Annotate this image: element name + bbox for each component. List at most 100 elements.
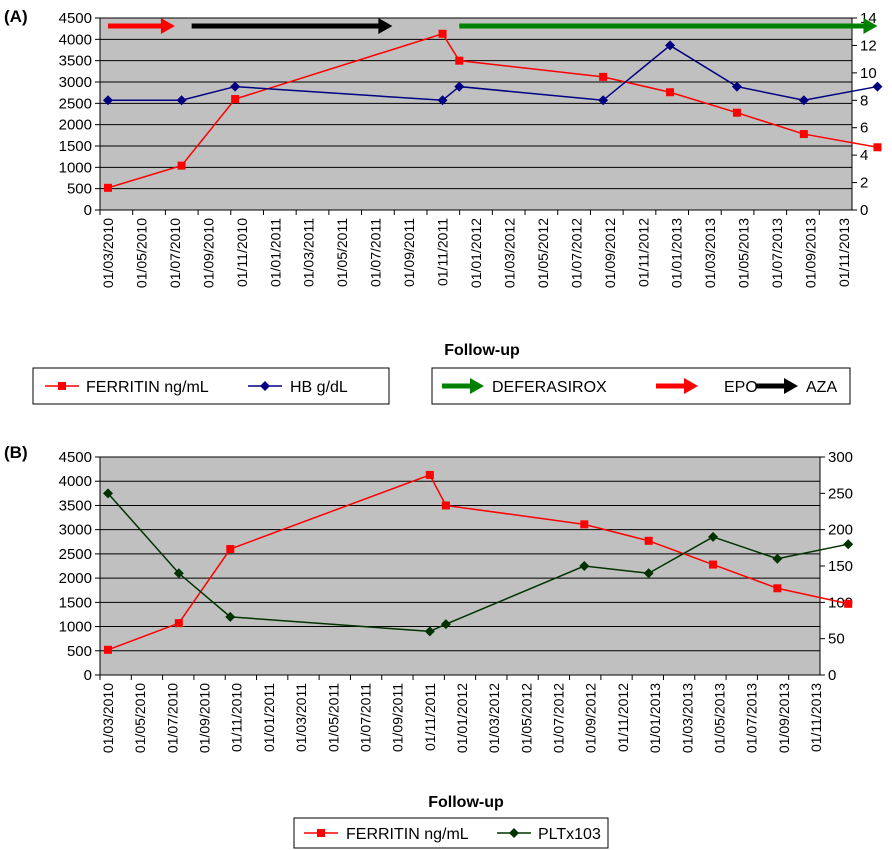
data-point-diamond (643, 568, 654, 579)
x-tick-label: 01/03/2013 (679, 683, 695, 753)
data-point-diamond (424, 626, 435, 637)
data-point-square (425, 470, 434, 479)
panel-b-x-axis: 01/03/2010 01/05/2010 01/07/2010 01/09/2010… (99, 674, 824, 753)
data-point-square (455, 56, 464, 65)
legend-deferasirox-label: DEFERASIROX (492, 379, 607, 396)
data-point-square (732, 108, 741, 117)
data-point-diamond (454, 81, 465, 92)
x-tick-label: 01/11/2010 (229, 683, 245, 752)
right-tick-label: 200 (828, 522, 853, 539)
data-point-diamond (843, 539, 854, 550)
x-tick-label: 01/11/2011 (422, 683, 438, 751)
data-point-square (441, 501, 450, 510)
data-point-square (104, 645, 112, 654)
right-tick-label: 250 (828, 485, 853, 502)
data-point-diamond (440, 619, 451, 630)
data-point-diamond (103, 95, 113, 106)
legend-box (293, 817, 609, 849)
x-tick-label: 01/01/2012 (468, 218, 484, 288)
legend-epo-label: EPO (724, 379, 758, 396)
panel-b-left-axis: 0 500 1000 1500 2000 2500 3000 3500 4000 4500 (59, 449, 101, 684)
x-tick-label: 01/03/2012 (486, 683, 502, 753)
legend-deferasirox-arrow (442, 378, 484, 394)
panel-a-series (103, 29, 883, 192)
x-tick-label: 01/09/2011 (390, 683, 406, 752)
x-tick-label: 01/05/2012 (518, 683, 534, 753)
right-tick-label: 50 (828, 631, 845, 648)
x-tick-label: 01/07/2012 (551, 683, 567, 753)
panel-b: (B) 050010001500200025003000350040004500… (4, 443, 854, 849)
left-tick-label: 4000 (59, 31, 92, 48)
x-tick-label: 01/11/2012 (635, 218, 651, 287)
data-point-diamond (173, 568, 184, 579)
left-tick-label: 1500 (59, 138, 92, 155)
x-tick-label: 01/09/2013 (776, 683, 792, 753)
x-tick-label: 01/07/2013 (769, 218, 785, 288)
panel-b-gridlines (100, 456, 820, 652)
treatment-arrow-aza-head (378, 18, 393, 34)
x-tick-label: 01/03/2011 (293, 683, 309, 752)
right-tick-label: 300 (828, 449, 853, 466)
x-tick-label: 01/05/2010 (132, 683, 148, 753)
data-point-square (666, 88, 675, 97)
x-tick-label: 01/03/2012 (501, 218, 517, 288)
x-tick-label: 01/11/2010 (234, 218, 250, 287)
data-point-diamond (665, 40, 676, 51)
left-tick-label: 4500 (59, 10, 92, 27)
series-line-0 (107, 32, 878, 189)
legend-box (32, 367, 390, 405)
legend-deferasirox-arrow-shape-head (470, 378, 484, 394)
x-tick-label: 01/05/2011 (325, 683, 341, 752)
x-tick-label: 01/09/2011 (401, 218, 417, 287)
panel-b-label: (B) (4, 443, 28, 462)
left-tick-label: 3000 (59, 522, 92, 539)
left-tick-label: 3500 (59, 497, 92, 514)
legend-aza-arrow (756, 378, 798, 394)
data-point-square (231, 95, 240, 104)
right-tick-label: 8 (860, 92, 868, 109)
panel-a-legend-arrows: DEFERASIROX EPO AZA (431, 367, 851, 405)
legend-ferritin-marker (317, 829, 325, 837)
panel-a-x-axis: 01/03/2010 01/05/2010 01/07/2010 01/09/2010… (99, 209, 852, 288)
panel-a-treatment-arrows (108, 18, 878, 34)
panel-b-plot-area (99, 456, 821, 676)
data-point-diamond (579, 561, 590, 571)
data-point-diamond (708, 531, 719, 542)
x-tick-label: 01/01/2011 (261, 683, 277, 752)
treatment-arrow-epo (108, 18, 175, 34)
panel-a-plot-area (99, 17, 853, 211)
x-tick-label: 01/09/2013 (803, 218, 819, 288)
right-tick-label: 12 (860, 37, 877, 54)
x-tick-label: 01/11/2013 (836, 218, 852, 287)
x-tick-label: 01/05/2010 (133, 218, 149, 288)
left-tick-label: 2000 (59, 117, 92, 134)
right-tick-label: 0 (860, 202, 868, 219)
x-tick-label: 01/07/2010 (164, 683, 180, 753)
x-tick-label: 01/01/2013 (647, 683, 663, 753)
legend-plt-marker (509, 828, 519, 838)
data-point-square (873, 143, 882, 152)
x-tick-label: 01/07/2012 (568, 218, 584, 288)
x-tick-label: 01/07/2011 (357, 683, 373, 752)
left-tick-label: 2500 (59, 546, 92, 563)
x-tick-label: 01/05/2013 (736, 218, 752, 288)
data-point-square (599, 72, 608, 81)
data-point-diamond (230, 81, 241, 92)
data-point-diamond (798, 95, 809, 106)
x-tick-label: 01/03/2010 (100, 218, 116, 288)
treatment-arrow-epo-head (160, 18, 175, 34)
left-tick-label: 2000 (59, 570, 92, 587)
data-point-diamond (103, 488, 113, 499)
data-point-square (177, 161, 186, 170)
data-point-square (773, 584, 782, 593)
x-tick-label: 01/03/2013 (702, 218, 718, 288)
right-tick-label: 150 (828, 558, 853, 575)
x-tick-label: 01/01/2013 (669, 218, 685, 288)
data-point-square (709, 560, 718, 569)
right-tick-label: 4 (860, 147, 868, 164)
data-point-square (580, 520, 589, 529)
legend-aza-arrow-shape (756, 378, 798, 394)
left-tick-label: 3000 (59, 74, 92, 91)
data-point-square (226, 545, 235, 554)
data-point-diamond (731, 81, 742, 92)
